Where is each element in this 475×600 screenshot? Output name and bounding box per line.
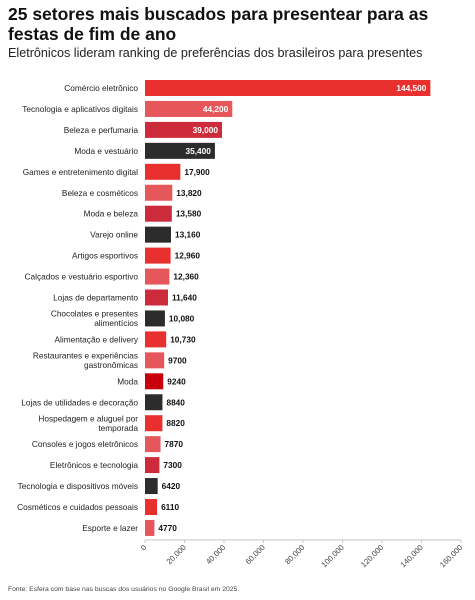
category-label: Eletrônicos e tecnologia <box>50 460 138 470</box>
category-label: Tecnologia e dispositivos móveis <box>18 481 138 491</box>
category-label: Tecnologia e aplicativos digitais <box>22 104 138 114</box>
value-label: 10,080 <box>169 313 195 323</box>
x-tick-label: 40,000 <box>204 543 228 567</box>
value-label: 7300 <box>163 460 182 470</box>
bar <box>145 142 215 159</box>
bar <box>145 499 158 515</box>
bar <box>145 331 167 348</box>
value-label: 144,500 <box>396 83 426 93</box>
bar <box>145 394 163 411</box>
value-label: 13,820 <box>176 188 202 198</box>
value-label: 4770 <box>158 523 177 533</box>
bar <box>145 310 165 327</box>
value-label: 7870 <box>165 439 184 449</box>
value-label: 9240 <box>167 376 186 386</box>
value-label: 44,200 <box>203 104 229 114</box>
value-label: 17,900 <box>184 167 210 177</box>
bar <box>145 373 164 390</box>
bar <box>145 163 181 180</box>
x-tick-label: 20,000 <box>165 543 189 567</box>
bar <box>145 80 431 96</box>
x-tick-label: 100,000 <box>320 543 347 570</box>
bar <box>145 226 171 243</box>
x-tick-label: 0 <box>139 543 149 553</box>
category-label: Lojas de departamento <box>53 293 138 303</box>
category-label: Chocolates e presentes alimentícios <box>51 309 138 329</box>
category-label: Games e entretenimento digital <box>23 167 138 177</box>
category-label: Alimentação e delivery <box>55 334 139 344</box>
category-label: Calçados e vestuário esportivo <box>25 272 139 282</box>
category-label: Esporte e lazer <box>82 523 138 533</box>
value-label: 39,000 <box>193 125 219 135</box>
value-label: 6110 <box>161 502 179 512</box>
value-label: 13,160 <box>175 230 201 240</box>
value-label: 8840 <box>166 397 185 407</box>
bar <box>145 121 223 138</box>
bar <box>145 415 163 432</box>
bar <box>145 457 160 474</box>
category-label: Moda e beleza <box>84 209 139 219</box>
value-label: 12,360 <box>173 272 199 282</box>
bar <box>145 352 165 369</box>
category-label: Moda e vestuário <box>74 146 138 156</box>
value-label: 9700 <box>168 355 187 365</box>
value-label: 11,640 <box>172 293 197 303</box>
chart-source: Fonte: Esfera com base nas buscas dos us… <box>8 586 240 593</box>
bar <box>145 519 155 536</box>
x-tick-label: 120,000 <box>359 543 386 570</box>
category-label: Moda <box>117 376 138 386</box>
chart-title: 25 setores mais buscados para presentear… <box>8 4 429 44</box>
value-label: 8820 <box>166 418 185 428</box>
category-label: Artigos esportivos <box>72 251 138 261</box>
category-label: Consoles e jogos eletrônicos <box>32 439 138 449</box>
value-label: 35,400 <box>186 146 212 156</box>
x-tick-label: 60,000 <box>244 543 268 567</box>
category-label: Lojas de utilidades e decoração <box>21 397 138 407</box>
bar <box>145 205 172 222</box>
category-label: Beleza e perfumaria <box>64 125 139 135</box>
x-tick-label: 80,000 <box>283 543 307 567</box>
category-label: Restaurantes e experiências gastronômicas <box>33 351 138 371</box>
chart-subtitle: Eletrônicos lideram ranking de preferênc… <box>8 46 423 60</box>
value-label: 10,730 <box>170 334 196 344</box>
category-label: Hospedagem e aluguel por temporada <box>38 413 138 433</box>
category-label: Comércio eletrônico <box>64 83 138 93</box>
x-tick-label: 160,000 <box>438 543 465 570</box>
value-label: 13,580 <box>176 209 202 219</box>
value-label: 6420 <box>162 481 181 491</box>
bar <box>145 478 158 495</box>
value-label: 12,960 <box>175 251 201 261</box>
x-tick-label: 140,000 <box>399 543 426 570</box>
bar <box>145 436 161 453</box>
category-label: Cosméticos e cuidados pessoais <box>17 502 138 512</box>
category-label: Varejo online <box>90 230 138 240</box>
bar <box>145 184 173 201</box>
bar <box>145 268 170 285</box>
category-label: Beleza e cosméticos <box>62 188 138 198</box>
bar <box>145 247 171 264</box>
bar <box>145 100 233 117</box>
bar <box>145 289 168 306</box>
